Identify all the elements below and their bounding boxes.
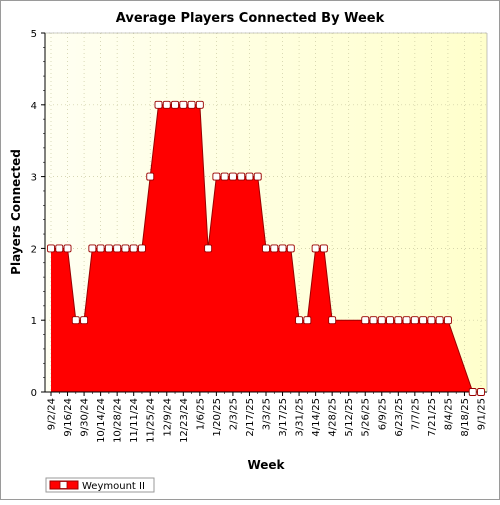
data-point	[179, 100, 188, 109]
data-point	[253, 172, 262, 181]
data-point	[443, 316, 452, 325]
x-tick-label: 7/21/25	[427, 398, 438, 437]
y-tick-labels: 0 1 2 3 4 5	[31, 29, 37, 399]
data-point	[410, 316, 419, 325]
data-point	[369, 316, 378, 325]
data-point	[113, 244, 122, 253]
data-point	[286, 244, 295, 253]
x-tick-label: 3/3/25	[262, 398, 273, 430]
data-point	[361, 316, 370, 325]
x-tick-labels: 9/2/24 9/16/24 9/30/24 10/14/24 10/28/24 11/1…	[47, 398, 488, 443]
y-axis-title: Players Connected	[9, 149, 23, 275]
data-point	[220, 172, 229, 181]
x-tick-label: 9/30/24	[80, 398, 91, 437]
data-point	[121, 244, 130, 253]
x-tick-label: 2/17/25	[245, 398, 256, 437]
x-tick-label: 12/23/24	[179, 398, 190, 443]
x-tick-label: 4/28/25	[328, 398, 339, 437]
data-point	[311, 244, 320, 253]
x-tick-label: 12/9/24	[162, 398, 173, 437]
data-point	[146, 172, 155, 181]
y-tick-label: 0	[31, 388, 37, 399]
x-tick-label: 10/28/24	[113, 398, 124, 443]
data-point	[278, 244, 287, 253]
data-point	[435, 316, 444, 325]
data-point	[171, 100, 179, 109]
data-point	[419, 316, 428, 325]
data-point	[319, 244, 328, 253]
data-point	[195, 100, 204, 109]
data-point	[262, 244, 270, 253]
x-tick-label: 6/23/25	[394, 398, 405, 437]
x-tick-label: 6/9/25	[377, 398, 388, 430]
data-point	[71, 316, 80, 325]
data-point	[228, 172, 237, 181]
x-tick-label: 9/1/25	[477, 398, 488, 430]
data-point	[204, 244, 213, 253]
legend: Weymount II	[45, 477, 155, 493]
x-tick-label: 8/18/25	[460, 398, 471, 437]
data-point	[245, 172, 254, 181]
x-tick-label: 7/7/25	[410, 398, 421, 430]
data-point	[394, 316, 403, 325]
data-point	[162, 100, 171, 109]
legend-label: Weymount II	[82, 481, 145, 492]
chart-title: Average Players Connected By Week	[116, 11, 385, 26]
data-point	[295, 316, 304, 325]
data-point	[88, 244, 97, 253]
x-tick-label: 1/20/25	[212, 398, 223, 437]
y-tick-label: 5	[31, 29, 37, 40]
data-point	[63, 244, 72, 253]
y-tick-label: 4	[31, 101, 37, 112]
data-point	[386, 316, 394, 325]
data-point	[212, 172, 221, 181]
data-point	[80, 316, 89, 325]
y-tick-label: 2	[31, 244, 37, 255]
x-axis-title: Week	[247, 458, 285, 472]
x-tick-label: 5/12/25	[344, 398, 355, 437]
data-point	[96, 244, 105, 253]
x-tick-label: 2/3/25	[228, 398, 239, 430]
x-tick-label: 4/14/25	[311, 398, 322, 437]
x-tick-label: 9/16/24	[63, 398, 74, 437]
data-point	[377, 316, 386, 325]
data-point	[138, 244, 146, 253]
data-point	[237, 172, 246, 181]
data-point	[402, 316, 411, 325]
data-point	[477, 388, 485, 396]
data-point	[468, 388, 477, 396]
x-tick-label: 3/31/25	[295, 398, 306, 437]
y-tick-label: 3	[31, 173, 37, 184]
x-tick-label: 5/26/25	[361, 398, 372, 437]
x-tick-label: 10/14/24	[96, 398, 107, 443]
y-tick-label: 1	[31, 316, 37, 327]
data-markers	[47, 100, 485, 396]
data-point	[55, 244, 64, 253]
axes	[41, 32, 488, 396]
x-tick-label: 11/11/24	[129, 398, 140, 443]
x-tick-label: 3/17/25	[278, 398, 289, 437]
x-tick-label: 9/2/24	[47, 398, 58, 430]
legend-marker	[59, 481, 68, 489]
data-point	[154, 100, 163, 109]
data-point	[129, 244, 138, 253]
data-point	[427, 316, 436, 325]
data-point	[187, 100, 196, 109]
data-point	[328, 316, 337, 325]
x-tick-label: 11/25/24	[146, 398, 157, 443]
x-tick-label: 8/4/25	[443, 398, 454, 430]
data-point	[104, 244, 113, 253]
data-point	[270, 244, 279, 253]
x-tick-label: 1/6/25	[195, 398, 206, 430]
data-point	[303, 316, 312, 325]
data-point	[47, 244, 55, 253]
